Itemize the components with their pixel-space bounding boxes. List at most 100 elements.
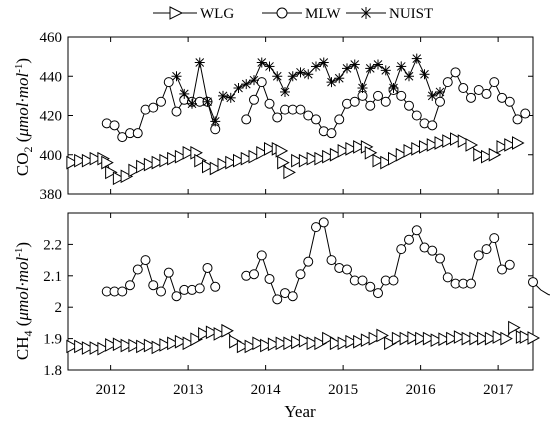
ch4-point-wlg xyxy=(151,340,165,355)
ch4-point-wlg xyxy=(182,336,196,351)
ch4-point-mlw xyxy=(202,262,213,273)
co2-point-wlg xyxy=(233,153,246,168)
ch4-point-wlg xyxy=(190,332,203,347)
co2-point-wlg xyxy=(151,155,165,170)
co2-point-nuist xyxy=(427,90,438,101)
co2-y-tick-label: 400 xyxy=(40,148,63,164)
co2-point-wlg xyxy=(136,159,149,174)
co2-point-wlg xyxy=(128,163,141,178)
co2-y-tick-label: 420 xyxy=(40,109,63,125)
co2-point-wlg xyxy=(337,143,351,158)
co2-series-wlg xyxy=(66,132,525,186)
ch4-point-mlw xyxy=(295,269,306,280)
co2-point-wlg xyxy=(240,151,254,166)
co2-point-mlw xyxy=(512,114,523,125)
ch4-point-mlw xyxy=(264,273,275,284)
ch4-line-mlw xyxy=(532,281,550,296)
ch4-point-mlw xyxy=(528,277,538,288)
co2-point-mlw xyxy=(489,77,500,88)
legend-label-wlg: WLG xyxy=(200,6,234,22)
ch4-point-wlg xyxy=(368,331,382,346)
ch4-point-mlw xyxy=(140,255,151,266)
ch4-point-wlg xyxy=(128,338,141,353)
x-tick-label: 2016 xyxy=(406,382,437,398)
ch4-point-mlw xyxy=(373,288,383,299)
x-tick-label: 2014 xyxy=(251,382,282,398)
co2-point-wlg xyxy=(225,155,238,170)
ch4-point-mlw xyxy=(473,250,484,261)
x-tick-label: 2013 xyxy=(173,382,203,398)
co2-point-wlg xyxy=(504,138,517,152)
ch4-point-wlg xyxy=(66,339,79,354)
ch4-point-wlg xyxy=(112,337,126,352)
ch4-point-wlg xyxy=(97,341,110,356)
co2-point-nuist xyxy=(380,65,391,76)
co2-point-mlw xyxy=(303,110,314,121)
co2-point-mlw xyxy=(349,96,360,107)
co2-point-nuist xyxy=(218,90,228,101)
ch4-series-group xyxy=(66,217,550,356)
ch4-point-mlw xyxy=(396,244,407,255)
co2-point-mlw xyxy=(504,96,515,107)
ch4-series-wlg xyxy=(66,320,541,356)
ch4-point-mlw xyxy=(466,278,476,289)
ch4-point-mlw xyxy=(388,275,399,286)
co2-point-wlg xyxy=(159,153,172,168)
co2-point-nuist xyxy=(179,88,190,99)
co2-point-nuist xyxy=(365,63,376,74)
ch4-point-wlg xyxy=(477,331,490,346)
co2-series-group xyxy=(66,53,531,186)
co2-point-mlw xyxy=(427,120,438,131)
ch4-point-mlw xyxy=(318,217,329,228)
ch4-point-wlg xyxy=(469,331,482,346)
ch4-point-wlg xyxy=(508,320,521,335)
legend-marker-nuist xyxy=(360,7,372,19)
x-tick-label: 2012 xyxy=(96,382,126,398)
co2-series-nuist xyxy=(171,53,445,127)
co2-point-wlg xyxy=(434,136,448,150)
ch4-point-mlw xyxy=(132,264,143,275)
co2-point-nuist xyxy=(233,83,244,94)
co2-point-mlw xyxy=(264,98,275,109)
co2-panel: 380 400 420 440 460 CO2 (μmol·mol-1) xyxy=(13,30,534,203)
co2-point-nuist xyxy=(171,71,182,82)
ch4-point-mlw xyxy=(489,233,500,244)
co2-point-wlg xyxy=(496,140,510,154)
ch4-point-wlg xyxy=(376,328,389,343)
co2-point-wlg xyxy=(217,157,231,172)
ch4-series-mlw xyxy=(101,217,550,305)
co2-point-wlg xyxy=(248,149,262,164)
co2-point-nuist xyxy=(295,67,306,78)
ch4-point-wlg xyxy=(353,334,366,349)
co2-point-mlw xyxy=(148,102,159,113)
ch4-point-mlw xyxy=(194,283,205,294)
ch4-point-wlg xyxy=(120,338,134,353)
co2-y-axis: 380 400 420 440 460 xyxy=(40,30,533,203)
ch4-point-mlw xyxy=(311,222,321,233)
co2-point-mlw xyxy=(473,84,484,95)
co2-point-wlg xyxy=(481,149,494,164)
co2-point-wlg xyxy=(89,151,103,166)
ch4-y-tick-label: 2.2 xyxy=(43,237,62,253)
ch4-point-mlw xyxy=(287,291,298,302)
co2-point-wlg xyxy=(101,155,114,170)
co2-point-nuist xyxy=(249,75,259,86)
co2-point-wlg xyxy=(419,140,432,154)
ch4-point-wlg xyxy=(260,338,273,353)
co2-point-mlw xyxy=(295,104,306,115)
ch4-point-mlw xyxy=(303,256,314,267)
ch4-point-mlw xyxy=(171,291,182,302)
ch4-point-wlg xyxy=(461,331,475,346)
co2-point-wlg xyxy=(329,147,343,162)
co2-point-mlw xyxy=(450,67,461,78)
x-tick-label: 2015 xyxy=(328,382,358,398)
co2-point-wlg xyxy=(380,155,393,170)
co2-point-wlg xyxy=(120,169,134,184)
co2-point-wlg xyxy=(209,161,223,176)
ch4-point-wlg xyxy=(74,339,87,354)
ch4-point-wlg xyxy=(384,336,397,351)
ch4-y-tick-label: 2 xyxy=(55,300,63,316)
ch4-point-wlg xyxy=(89,341,103,355)
ch4-point-wlg xyxy=(283,336,296,351)
ch4-point-wlg xyxy=(244,339,258,354)
